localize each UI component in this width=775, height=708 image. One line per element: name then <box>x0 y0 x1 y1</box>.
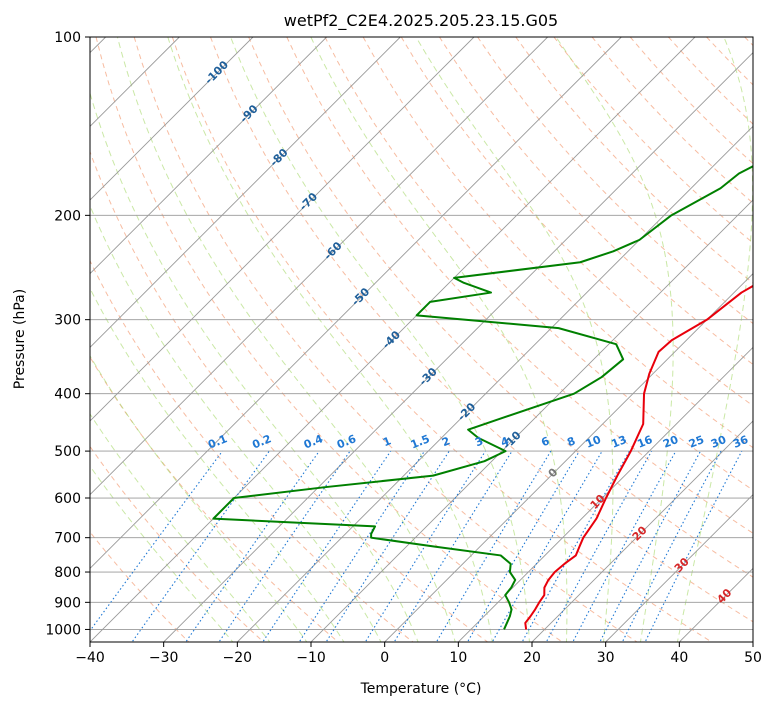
mixing-ratio-line <box>466 450 580 642</box>
x-axis-label: Temperature (°C) <box>360 681 482 697</box>
y-axis: 100 200 300 400 500 600 700 800 900 1000 <box>45 30 90 638</box>
isotherm-line <box>384 273 753 642</box>
y-tick-label: 900 <box>54 595 81 611</box>
x-tick-label: 40 <box>670 650 688 666</box>
y-tick-label: 1000 <box>45 622 81 638</box>
y-tick-label: 100 <box>54 30 81 46</box>
x-tick-label: −40 <box>75 650 105 666</box>
dewpoint-profile-line <box>212 165 753 630</box>
mixing-ratio-line <box>185 450 320 642</box>
mixing-ratio-label: 30 <box>709 433 728 451</box>
mixing-ratio-label: 36 <box>731 433 750 451</box>
chart-title: wetPf2_C2E4.2025.205.23.15.G05 <box>284 11 558 31</box>
mixing-ratio-line <box>131 450 270 642</box>
x-tick-label: 0 <box>380 650 389 666</box>
y-tick-label: 800 <box>54 565 81 581</box>
isotherm-line <box>90 37 548 496</box>
y-axis-label: Pressure (hPa) <box>12 289 28 389</box>
isotherm-line <box>90 37 696 642</box>
y-tick-label: 600 <box>54 491 81 507</box>
mixing-ratio-label: 13 <box>610 433 629 451</box>
mixing-ratio-label: 1 <box>381 434 393 449</box>
isotherm-line <box>237 125 753 642</box>
isotherm-line <box>90 37 475 422</box>
y-tick-label: 500 <box>54 444 81 460</box>
dry-adiabat-line <box>400 37 753 407</box>
mixing-ratio-line <box>364 450 486 642</box>
x-axis: −40 −30 −20 −10 0 10 20 30 40 50 <box>75 642 762 666</box>
background-lines <box>90 37 753 642</box>
y-tick-label: 300 <box>54 313 81 329</box>
mixing-ratio-line <box>298 450 425 642</box>
mixing-ratio-label: 3 <box>473 434 485 449</box>
mixing-ratio-line <box>262 450 392 642</box>
x-tick-label: −10 <box>296 650 326 666</box>
mixing-ratio-line <box>218 450 351 642</box>
isotherm-line <box>90 37 254 201</box>
mixing-ratio-line <box>599 450 702 642</box>
sounding-series <box>212 165 753 630</box>
isotherm-line <box>531 420 753 642</box>
moist-adiabat-line <box>90 91 419 642</box>
dry-adiabat-line <box>439 37 753 366</box>
y-tick-label: 400 <box>54 387 81 403</box>
isotherm-line <box>90 37 622 569</box>
x-tick-label: 20 <box>523 650 541 666</box>
mixing-ratio-line <box>393 450 513 642</box>
x-tick-label: 30 <box>597 650 615 666</box>
isotherm-line <box>90 37 401 348</box>
mixing-ratio-line <box>572 450 677 642</box>
mixing-ratio-label: 10 <box>584 433 603 451</box>
isotherm-line <box>310 199 753 642</box>
mixing-ratio-line <box>325 450 450 642</box>
plot-frame <box>89 36 754 643</box>
mixing-ratio-label: 20 <box>661 433 680 451</box>
x-tick-label: −20 <box>223 650 253 666</box>
mixing-ratio-label: 25 <box>687 433 706 451</box>
dry-adiabat-line <box>286 37 753 534</box>
isotherm-line <box>90 37 327 275</box>
temperature-profile-line <box>524 284 753 630</box>
x-tick-label: −30 <box>149 650 179 666</box>
isotherm-line <box>605 494 753 642</box>
dry-adiabat-line <box>477 37 753 325</box>
isotherm-line <box>163 52 753 642</box>
mixing-ratio-label: 2 <box>440 434 452 449</box>
x-tick-label: 50 <box>744 650 762 666</box>
x-tick-label: 10 <box>449 650 467 666</box>
mixing-ratio-label: 16 <box>635 433 654 451</box>
dry-adiabat-line <box>248 37 753 578</box>
moist-adiabat-line <box>90 204 382 642</box>
isotherm-line <box>458 346 753 642</box>
mixing-ratio-line <box>90 450 223 632</box>
mixing-ratio-label: 8 <box>565 434 577 449</box>
y-tick-label: 200 <box>54 208 81 224</box>
mixing-ratio-line <box>621 450 722 642</box>
y-tick-label: 700 <box>54 531 81 547</box>
